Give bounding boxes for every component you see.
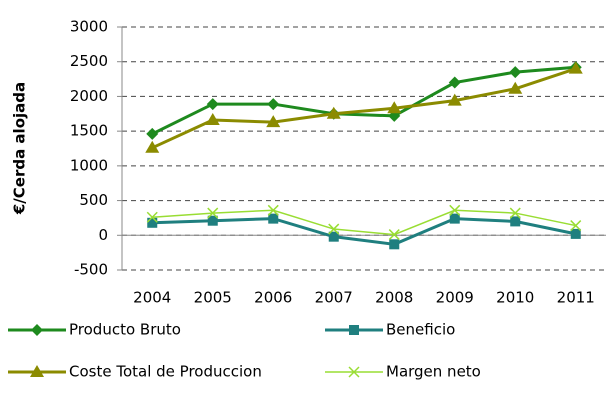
data-point (510, 216, 521, 227)
data-point (570, 220, 582, 232)
data-point (448, 76, 461, 89)
x-tick-label: 2010 (496, 289, 534, 307)
y-tick-label: -500 (74, 261, 108, 279)
y-tick-label: 0 (98, 226, 108, 244)
data-point (206, 98, 219, 111)
y-tick-label: 500 (79, 191, 108, 209)
data-point (266, 115, 281, 128)
data-point (326, 106, 341, 119)
y-tick-label: 3000 (70, 18, 108, 36)
data-point (145, 140, 160, 153)
x-tick-label: 2006 (254, 289, 292, 307)
data-point (509, 66, 522, 79)
data-point (388, 229, 400, 241)
data-point (447, 93, 462, 106)
legend-marker (30, 365, 44, 377)
x-tick-label: 2005 (194, 289, 232, 307)
data-point (387, 101, 402, 114)
series-line (151, 67, 577, 150)
data-point (449, 204, 461, 216)
y-tick-label: 1000 (70, 156, 108, 174)
data-point (267, 98, 280, 111)
y-tick-label: 2500 (70, 52, 108, 70)
x-tick-label: 2011 (557, 289, 595, 307)
y-axis-label: €/Cerda alojada (11, 82, 29, 215)
data-point (570, 228, 581, 239)
y-tick-label: 1500 (70, 122, 108, 140)
data-point (568, 61, 583, 74)
data-point (268, 213, 279, 224)
x-tick-label: 2008 (375, 289, 413, 307)
data-point (449, 213, 460, 224)
data-point (205, 113, 220, 126)
data-point (508, 81, 523, 94)
x-tick-label: 2007 (315, 289, 353, 307)
data-point (147, 217, 158, 228)
x-tick-label: 2004 (133, 289, 171, 307)
legend-marker (348, 366, 360, 378)
data-point (146, 127, 159, 140)
y-tick-label: 2000 (70, 87, 108, 105)
data-point (328, 223, 340, 235)
data-point (328, 231, 339, 242)
legend-label: Coste Total de Produccion (69, 363, 262, 381)
legend-marker (349, 325, 359, 335)
data-point (207, 215, 218, 226)
legend-label: Beneficio (386, 321, 455, 339)
data-point (207, 207, 219, 219)
series-line (151, 65, 576, 136)
x-tick-label: 2009 (436, 289, 474, 307)
series-line (152, 217, 577, 246)
data-point (389, 239, 400, 250)
legend-label: Producto Bruto (69, 321, 181, 339)
legend-label: Margen neto (386, 363, 481, 381)
data-point (146, 211, 158, 223)
series-line (152, 209, 576, 236)
legend-marker (31, 324, 43, 336)
data-point (267, 204, 279, 216)
data-point (509, 207, 521, 219)
